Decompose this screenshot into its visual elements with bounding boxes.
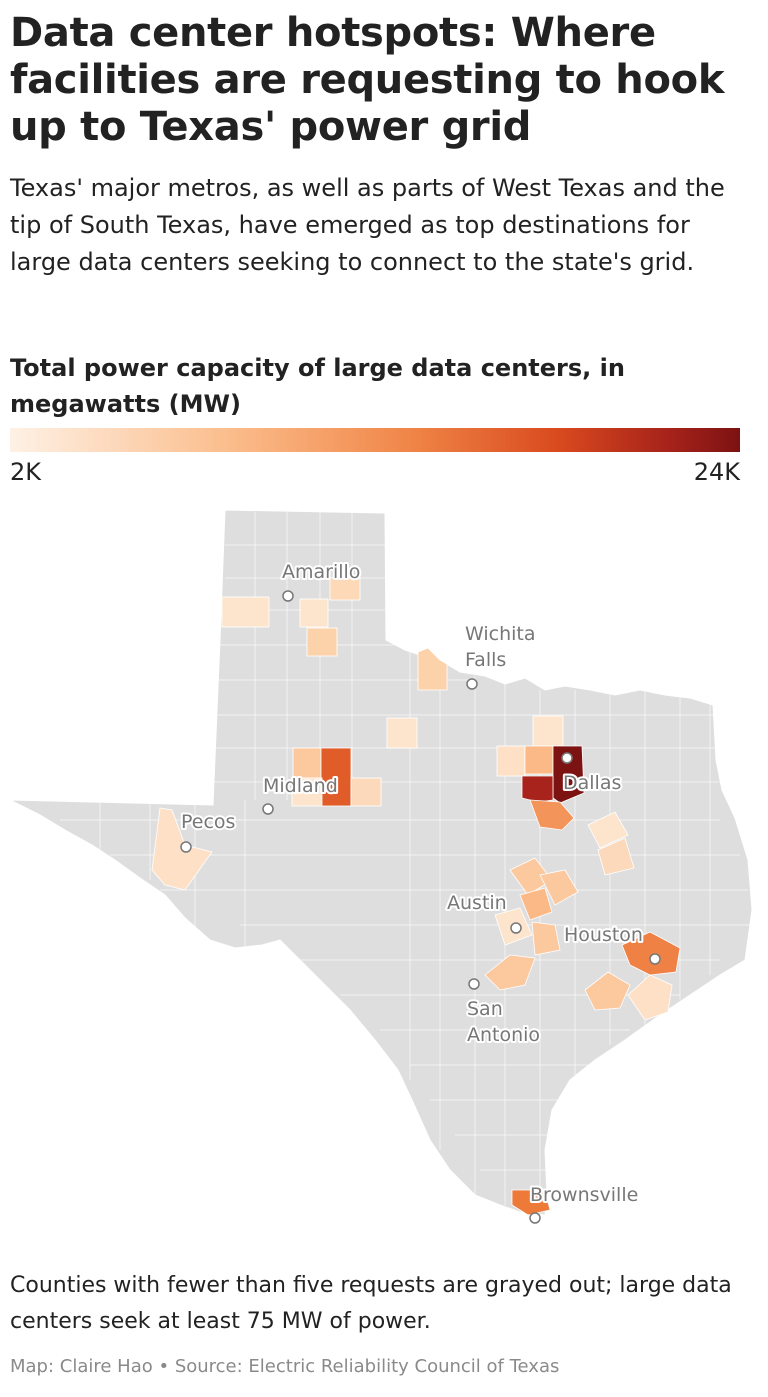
midland-marker: [262, 803, 274, 815]
county-harris: [621, 931, 681, 976]
dallas-label: Dallas: [563, 772, 621, 794]
county-panhandle-west: [221, 596, 270, 628]
county-cameron: [511, 1189, 551, 1216]
county-amarillo-east: [299, 598, 329, 628]
san-antonio-label-line1: San: [467, 998, 503, 1020]
amarillo-label: Amarillo: [282, 561, 360, 583]
chart-title: Data center hotspots: Where facilities a…: [10, 10, 725, 150]
county-central-west: [386, 717, 418, 749]
austin-marker: [510, 922, 522, 934]
county-midland-south: [291, 777, 323, 807]
county-dallas-south: [529, 799, 575, 831]
texas-map: Amarillo Wichita Falls Midland Pecos Dal…: [9, 509, 753, 1224]
county-wichita-west: [417, 647, 448, 691]
houston-marker: [649, 953, 661, 965]
county-dallas-northwest: [496, 745, 526, 777]
county-east-2: [597, 837, 635, 876]
county-tarrant: [521, 775, 554, 803]
legend-min-label: 2K: [10, 458, 42, 486]
pecos-marker: [180, 841, 192, 853]
county-bastrop: [531, 921, 561, 956]
midland-label: Midland: [263, 775, 338, 797]
highlighted-counties: [151, 577, 681, 1216]
county-austin-n2: [539, 869, 579, 906]
wichita-falls-label-line1: Wichita: [465, 623, 536, 645]
wichita-falls-label-line2: Falls: [465, 649, 506, 671]
footnote: Counties with fewer than five requests a…: [10, 1273, 732, 1334]
county-austin-n3: [519, 887, 553, 921]
county-east-1: [587, 811, 629, 849]
brownsville-label: Brownsville: [530, 1184, 638, 1206]
county-dallas-north: [532, 715, 564, 747]
county-midland-east: [350, 777, 382, 807]
san-antonio-marker: [468, 978, 480, 990]
texas-state-shape: [9, 509, 753, 1216]
credit-line: Map: Claire Hao • Source: Electric Relia…: [10, 1356, 560, 1377]
legend-title: Total power capacity of large data cente…: [10, 354, 625, 418]
county-brazoria: [627, 974, 673, 1021]
amarillo-marker: [282, 590, 294, 602]
chart-subtitle: Texas' major metros, as well as parts of…: [10, 174, 725, 276]
wichita-falls-marker: [466, 678, 478, 690]
houston-label: Houston: [564, 924, 643, 946]
county-midland-west: [292, 747, 322, 779]
dallas-marker: [561, 752, 573, 764]
county-fort-bend: [584, 971, 631, 1011]
county-caldwell: [484, 954, 536, 991]
county-amarillo-south: [306, 627, 338, 657]
county-midland: [320, 747, 352, 807]
brownsville-marker: [529, 1212, 541, 1224]
legend-max-label: 24K: [693, 458, 740, 486]
county-dallas-denton: [524, 745, 554, 775]
san-antonio-label-line2: Antonio: [467, 1024, 540, 1046]
city-markers: [180, 590, 661, 1224]
county-panhandle-north: [329, 577, 361, 601]
legend-color-scale: [10, 428, 740, 452]
austin-label: Austin: [447, 892, 507, 914]
pecos-label: Pecos: [181, 811, 235, 833]
